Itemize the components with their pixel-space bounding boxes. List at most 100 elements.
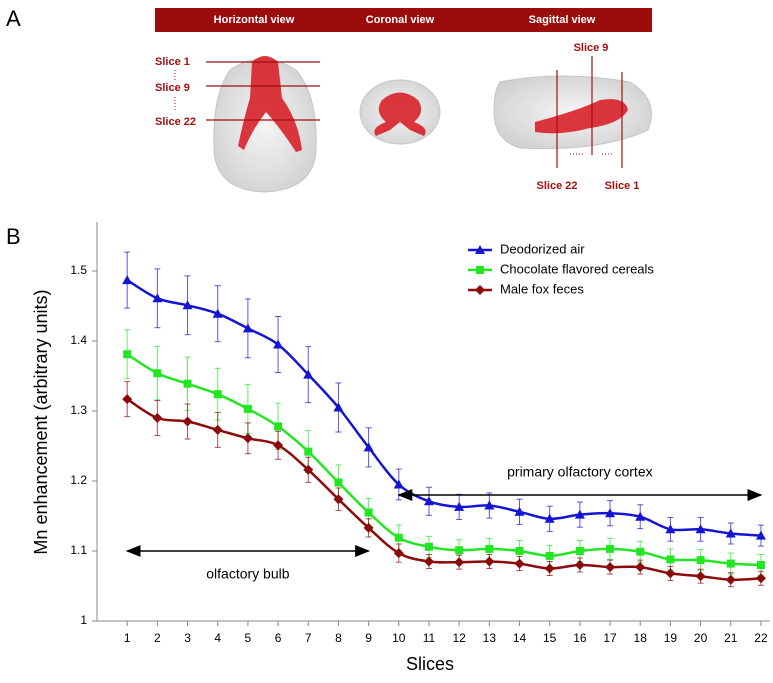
x-tick-label: 6 — [275, 631, 282, 645]
marker — [182, 300, 193, 310]
y-tick-label: 1.2 — [70, 473, 87, 487]
x-tick-label: 18 — [634, 631, 648, 645]
x-tick-label: 16 — [573, 631, 587, 645]
marker — [755, 573, 766, 584]
marker — [364, 508, 373, 517]
x-tick-label: 2 — [154, 631, 161, 645]
x-tick-label: 20 — [694, 631, 708, 645]
marker — [393, 548, 404, 559]
marker — [756, 561, 765, 569]
horizontal-brain — [213, 56, 317, 193]
x-tick-label: 8 — [335, 631, 342, 645]
marker — [696, 556, 705, 565]
marker — [726, 559, 735, 568]
y-axis-label: Mn enhancement (arbitrary units) — [31, 289, 51, 554]
x-tick-label: 22 — [754, 631, 768, 645]
y-tick-label: 1.1 — [70, 543, 87, 557]
marker — [123, 350, 132, 359]
marker — [574, 509, 585, 519]
marker — [514, 558, 525, 569]
coronal-brain — [359, 79, 441, 145]
marker — [695, 524, 706, 534]
y-tick-label: 1.4 — [70, 333, 87, 347]
marker — [665, 524, 676, 534]
marker — [666, 555, 675, 564]
marker — [153, 369, 162, 378]
marker — [242, 323, 253, 333]
panel-label: B — [6, 224, 21, 249]
slice-label: Slice 9 — [574, 42, 609, 54]
marker — [475, 245, 485, 254]
x-tick-label: 1 — [124, 631, 131, 645]
x-tick-label: 11 — [423, 631, 436, 645]
series-line — [126, 353, 762, 567]
marker — [635, 562, 646, 573]
marker — [212, 424, 223, 435]
slice-label: Slice 1 — [155, 56, 190, 68]
marker — [183, 379, 192, 388]
marker — [484, 556, 495, 567]
x-tick-label: 12 — [452, 631, 466, 645]
marker — [122, 275, 133, 285]
marker — [515, 547, 524, 555]
marker — [484, 500, 495, 510]
annotation: primary olfactory cortex — [507, 464, 652, 480]
panel-label: A — [6, 6, 21, 31]
marker — [273, 440, 284, 451]
marker — [545, 551, 554, 560]
marker — [273, 339, 284, 349]
marker — [363, 522, 374, 533]
y-tick-label: 1.5 — [70, 263, 87, 277]
marker — [475, 285, 485, 295]
x-tick-label: 9 — [365, 631, 372, 645]
marker — [393, 479, 404, 489]
marker — [725, 528, 736, 538]
x-tick-label: 21 — [724, 631, 738, 645]
marker — [333, 402, 344, 412]
slice-label: Slice 22 — [537, 180, 578, 192]
view-title: Sagittal view — [529, 14, 596, 26]
x-tick-label: 17 — [603, 631, 617, 645]
marker — [363, 442, 374, 452]
marker — [122, 394, 133, 405]
slice-label: Slice 9 — [155, 82, 190, 94]
marker — [274, 422, 283, 431]
marker — [605, 562, 616, 573]
marker — [213, 390, 222, 399]
marker — [635, 511, 646, 521]
legend-label: Chocolate flavored cereals — [500, 261, 654, 276]
marker — [574, 560, 585, 570]
marker — [544, 513, 555, 523]
y-tick-label: 1 — [80, 613, 87, 627]
annotation: olfactory bulb — [206, 566, 289, 582]
marker — [334, 478, 343, 487]
x-tick-label: 3 — [184, 631, 191, 645]
marker — [514, 506, 525, 516]
x-tick-label: 7 — [305, 631, 312, 645]
x-tick-label: 10 — [392, 631, 406, 645]
x-tick-label: 4 — [214, 631, 221, 645]
marker — [394, 533, 403, 542]
marker — [605, 508, 616, 518]
marker — [575, 547, 584, 555]
marker — [476, 266, 484, 274]
series-line — [126, 398, 762, 581]
legend-label: Male fox feces — [500, 281, 584, 296]
marker — [303, 464, 314, 475]
marker — [454, 557, 465, 568]
x-tick-label: 5 — [245, 631, 252, 645]
header-bar — [155, 8, 652, 32]
marker — [182, 416, 193, 427]
marker — [485, 544, 494, 553]
marker — [152, 293, 163, 303]
view-title: Coronal view — [366, 14, 435, 26]
marker — [303, 369, 314, 379]
slice-label: Slice 22 — [155, 116, 196, 128]
marker — [665, 568, 676, 579]
x-tick-label: 14 — [513, 631, 527, 645]
x-tick-label: 15 — [543, 631, 557, 645]
marker — [695, 571, 706, 582]
marker — [423, 556, 434, 567]
sagittal-brain — [493, 75, 652, 150]
x-tick-label: 19 — [664, 631, 678, 645]
